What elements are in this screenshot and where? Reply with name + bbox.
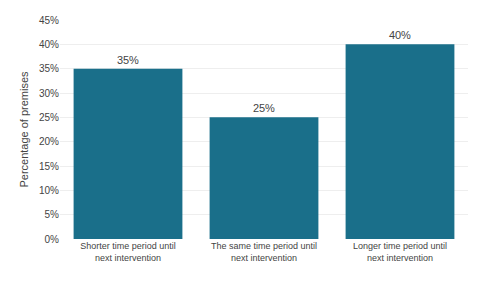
svg-text:15%: 15% <box>39 161 59 172</box>
svg-text:25%: 25% <box>253 102 275 114</box>
svg-text:25%: 25% <box>39 112 59 123</box>
svg-text:40%: 40% <box>389 29 411 41</box>
svg-text:Shorter time period untilnext: Shorter time period untilnext interventi… <box>80 241 176 263</box>
svg-text:35%: 35% <box>117 54 139 66</box>
svg-text:30%: 30% <box>39 88 59 99</box>
svg-text:45%: 45% <box>39 15 59 26</box>
svg-text:The same time period untilnext: The same time period untilnext intervent… <box>211 241 317 263</box>
svg-text:35%: 35% <box>39 63 59 74</box>
svg-text:Percentage of premises: Percentage of premises <box>18 71 30 188</box>
svg-text:0%: 0% <box>45 234 60 245</box>
svg-text:40%: 40% <box>39 39 59 50</box>
svg-text:Longer time period untilnext i: Longer time period untilnext interventio… <box>353 241 447 263</box>
svg-text:10%: 10% <box>39 185 59 196</box>
svg-text:5%: 5% <box>45 209 60 220</box>
svg-text:20%: 20% <box>39 136 59 147</box>
